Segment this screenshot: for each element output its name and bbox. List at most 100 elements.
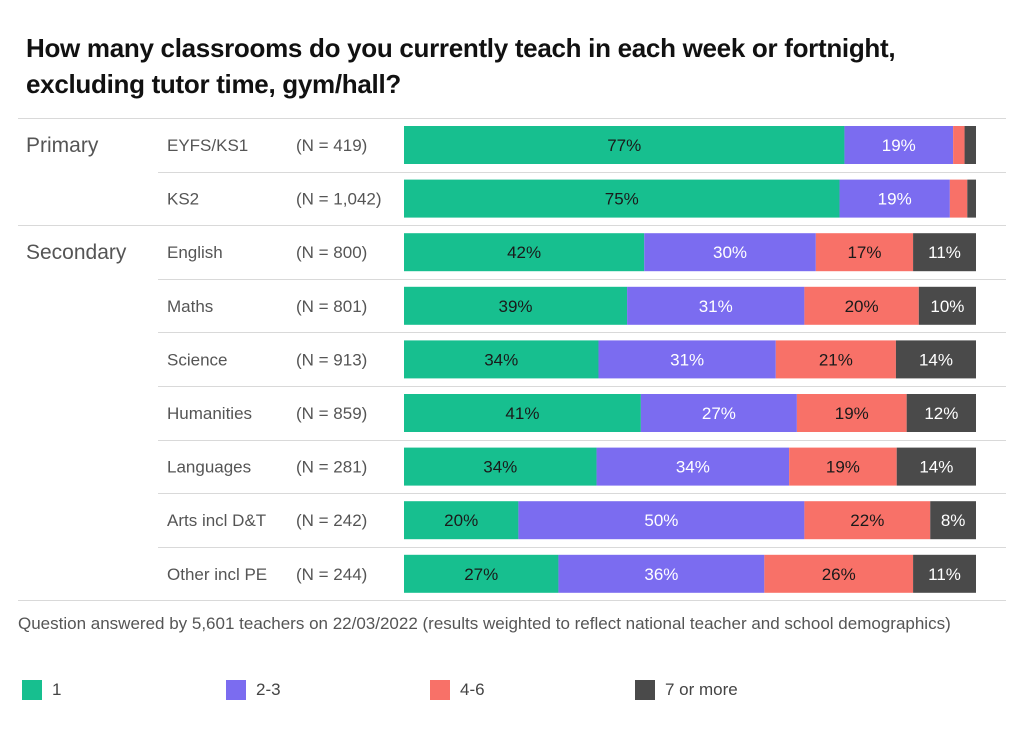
bar-segment-4-6	[804, 501, 931, 540]
category-label: EYFS/KS1	[167, 136, 248, 155]
data-label: 34%	[484, 350, 518, 369]
data-label: 26%	[822, 565, 856, 584]
data-label: 19%	[826, 458, 860, 477]
legend-label-2-3: 2-3	[256, 680, 281, 699]
legend-swatch-4-6	[430, 680, 450, 700]
bar-segment-1	[404, 179, 840, 218]
bar-segment-2-3	[627, 286, 805, 325]
data-label: 20%	[444, 511, 478, 530]
bar-segment-1	[404, 126, 845, 164]
bar-segment-2-3	[844, 126, 954, 164]
bar-segment-7-or-more	[967, 179, 976, 218]
legend-item-4-6: 4-6	[430, 680, 485, 700]
data-label: 77%	[607, 136, 641, 155]
legend-item-2-3: 2-3	[226, 680, 281, 700]
bar-segment-4-6	[796, 394, 907, 432]
data-label: 14%	[919, 458, 953, 477]
bar-segment-7-or-more	[896, 447, 976, 486]
sample-size-label: (N = 244)	[296, 565, 367, 584]
bar-segment-1	[404, 501, 519, 540]
legend-swatch-2-3	[226, 680, 246, 700]
bar-segment-1	[404, 340, 599, 379]
sample-size-label: (N = 1,042)	[296, 190, 382, 209]
data-label: 31%	[670, 350, 704, 369]
category-label: Maths	[167, 297, 213, 316]
category-label: Languages	[167, 458, 251, 477]
data-label: 8%	[941, 511, 966, 530]
bar-segment-1	[404, 447, 597, 486]
data-label: 27%	[464, 565, 498, 584]
data-label: 14%	[919, 350, 953, 369]
bar-segment-4-6	[949, 179, 968, 218]
bar-segment-1	[404, 233, 645, 272]
bar-segment-2-3	[596, 447, 790, 486]
category-label: Science	[167, 350, 227, 369]
category-label: English	[167, 243, 223, 262]
bar-segment-1	[404, 394, 641, 432]
data-label: 17%	[847, 243, 881, 262]
sample-size-label: (N = 913)	[296, 350, 367, 369]
sample-size-label: (N = 801)	[296, 297, 367, 316]
group-label-secondary: Secondary	[26, 241, 127, 264]
data-label: 42%	[507, 243, 541, 262]
bar-segment-1	[404, 554, 559, 593]
bar-segment-2-3	[598, 340, 776, 379]
legend-item-1: 1	[22, 680, 61, 700]
data-label: 31%	[699, 297, 733, 316]
data-label: 34%	[676, 458, 710, 477]
data-label: 50%	[644, 511, 678, 530]
bar-segment-4-6	[775, 340, 896, 379]
data-label: 22%	[850, 511, 884, 530]
data-label: 27%	[702, 404, 736, 423]
legend-swatch-7-or-more	[635, 680, 655, 700]
footnote: Question answered by 5,601 teachers on 2…	[18, 614, 951, 633]
legend-label-1: 1	[52, 680, 62, 699]
bar-segment-4-6	[815, 233, 914, 272]
data-label: 19%	[882, 136, 916, 155]
sample-size-label: (N = 800)	[296, 243, 367, 262]
sample-size-label: (N = 419)	[296, 136, 367, 155]
bar-segment-7-or-more	[918, 286, 976, 325]
bar-segment-4-6	[804, 286, 919, 325]
bar-segment-2-3	[640, 394, 797, 432]
bar-segment-2-3	[518, 501, 805, 540]
data-label: 19%	[878, 190, 912, 209]
chart-title: How many classrooms do you currently tea…	[26, 33, 896, 99]
data-label: 12%	[924, 404, 958, 423]
bar-segment-7-or-more	[895, 340, 976, 379]
bar-segment-7-or-more	[906, 394, 976, 432]
bar-segment-7-or-more	[913, 233, 976, 272]
category-label: KS2	[167, 190, 199, 209]
bar-segment-2-3	[839, 179, 950, 218]
data-label: 11%	[928, 243, 961, 262]
bar-segment-7-or-more	[930, 501, 976, 540]
data-label: 11%	[928, 565, 961, 584]
data-label: 19%	[835, 404, 869, 423]
category-label: Arts incl D&T	[167, 511, 266, 530]
bar-segment-4-6	[789, 447, 897, 486]
bar-segment-2-3	[644, 233, 816, 272]
legend: 1 2-3 4-6 7 or more	[18, 680, 1018, 704]
legend-label-4-6: 4-6	[460, 680, 485, 699]
bar-segment-2-3	[558, 554, 765, 593]
data-label: 36%	[644, 565, 678, 584]
data-label: 41%	[505, 404, 539, 423]
bar-segment-4-6	[953, 126, 965, 164]
bar-segment-1	[404, 286, 628, 325]
legend-item-7-or-more: 7 or more	[635, 680, 738, 700]
group-label-primary: Primary	[26, 134, 99, 157]
data-label: 20%	[845, 297, 879, 316]
data-label: 34%	[483, 458, 517, 477]
category-label: Other incl PE	[167, 565, 267, 584]
bar-segment-4-6	[764, 554, 914, 593]
data-label: 10%	[930, 297, 964, 316]
legend-label-7-or-more: 7 or more	[665, 680, 738, 699]
data-label: 30%	[713, 243, 747, 262]
data-label: 39%	[499, 297, 533, 316]
bar-segment-7-or-more	[964, 126, 976, 164]
sample-size-label: (N = 281)	[296, 458, 367, 477]
sample-size-label: (N = 859)	[296, 404, 367, 423]
data-label: 75%	[605, 190, 639, 209]
category-label: Humanities	[167, 404, 252, 423]
